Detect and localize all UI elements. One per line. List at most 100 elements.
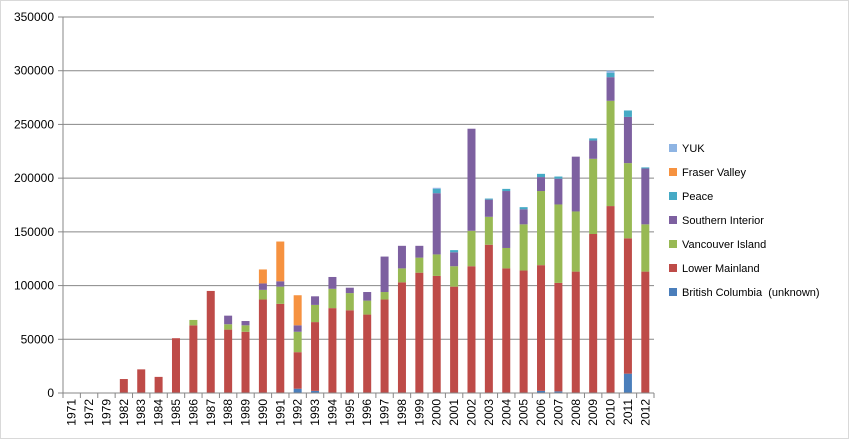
bar-segment — [189, 319, 198, 326]
bar-segment — [554, 178, 563, 205]
legend-label: Peace — [682, 191, 713, 203]
bar-segment — [415, 257, 424, 273]
y-tick-label: 0 — [47, 386, 54, 400]
bar-segment — [502, 268, 511, 393]
bar-segment — [484, 198, 493, 200]
x-tick-label: 2006 — [534, 399, 548, 426]
bar-segment — [623, 163, 632, 239]
bar-segment — [397, 268, 406, 283]
bar-segment — [589, 138, 598, 141]
x-tick-label: 2004 — [499, 399, 513, 426]
bar-segment — [415, 272, 424, 393]
y-tick-label: 350000 — [14, 10, 54, 24]
legend-swatch — [669, 168, 677, 176]
legend-label: Vancouver Island — [682, 239, 766, 251]
bar-segment — [450, 286, 459, 393]
legend-item: British Columbia (unknown) — [669, 287, 820, 299]
y-tick-label: 50000 — [21, 332, 55, 346]
y-axis-ticks: 0 50000 100000 150000 200000 250000 300000 3500… — [14, 10, 63, 400]
x-tick-label: 1997 — [378, 399, 392, 426]
bar-segment — [450, 266, 459, 287]
bar-segment — [432, 193, 441, 255]
x-tick-label: 1972 — [82, 399, 96, 426]
bar-segment — [641, 224, 650, 272]
bar-segment — [345, 293, 354, 311]
x-tick-label: 1989 — [239, 399, 253, 426]
legend-label: YUK — [682, 143, 705, 155]
x-tick-label: 2007 — [551, 399, 565, 426]
x-tick-label: 1984 — [152, 399, 166, 426]
bar-segment — [623, 238, 632, 374]
bar-segment — [293, 352, 302, 389]
bar-segment — [293, 325, 302, 332]
bar-segment — [623, 116, 632, 164]
bar-segment — [571, 271, 580, 393]
axes — [62, 17, 654, 394]
legend-label: Fraser Valley — [682, 167, 746, 179]
bar-segment — [311, 322, 320, 391]
x-tick-label: 1991 — [273, 399, 287, 426]
bar-segment — [258, 283, 267, 290]
bar-segment — [311, 390, 320, 393]
bar-segment — [606, 70, 615, 73]
bar-segment — [241, 325, 250, 332]
x-tick-label: 1985 — [169, 399, 183, 426]
bar-segment — [224, 315, 233, 325]
bar-segment — [432, 187, 441, 189]
bar-segment — [537, 191, 546, 266]
bar-segment — [328, 276, 337, 289]
x-tick-label: 1971 — [65, 399, 79, 426]
bar-segment — [363, 314, 372, 393]
bar-segment — [641, 167, 650, 169]
bar-segment — [415, 245, 424, 258]
x-tick-label: 2001 — [447, 399, 461, 426]
bar-segment — [554, 391, 563, 393]
bar-segment — [258, 269, 267, 284]
x-tick-label: 2011 — [621, 399, 635, 425]
bar-segment — [519, 207, 528, 210]
x-tick-label: 1993 — [308, 399, 322, 426]
bar-segment — [467, 266, 476, 393]
bar-segment — [432, 254, 441, 276]
bar-segment — [641, 168, 650, 225]
legend-item: Fraser Valley — [669, 167, 746, 179]
legend-swatch — [669, 264, 677, 272]
x-tick-label: 1988 — [221, 399, 235, 426]
bar-segment — [537, 173, 546, 178]
bar-segment — [519, 224, 528, 271]
x-tick-label: 1994 — [325, 399, 339, 426]
bar-segment — [589, 140, 598, 159]
bar-segment — [380, 292, 389, 300]
bar-segment — [380, 256, 389, 293]
x-tick-label: 1979 — [99, 399, 113, 426]
x-tick-label: 2009 — [586, 399, 600, 426]
bar-segment — [171, 338, 180, 393]
legend-swatch — [669, 240, 677, 248]
legend-label: Lower Mainland — [682, 263, 760, 275]
bar-segment — [345, 287, 354, 294]
bar-segment — [484, 244, 493, 393]
bar-segment — [537, 265, 546, 391]
y-tick-label: 200000 — [14, 171, 54, 185]
bar-segment — [276, 281, 285, 287]
legend-swatch — [669, 192, 677, 200]
bar-segment — [467, 230, 476, 267]
x-tick-label: 1999 — [412, 399, 426, 426]
bar-segment — [554, 176, 563, 179]
bar-segment — [432, 188, 441, 194]
legend: YUK Fraser Valley Peace Southern Interior Va… — [669, 143, 820, 299]
bars — [119, 70, 650, 393]
bar-segment — [311, 304, 320, 323]
x-tick-label: 2002 — [464, 399, 478, 426]
legend-item: YUK — [669, 143, 705, 155]
bar-segment — [258, 299, 267, 393]
x-tick-label: 2010 — [604, 399, 618, 426]
x-tick-label: 2005 — [517, 399, 531, 426]
bar-segment — [276, 303, 285, 393]
bar-segment — [363, 300, 372, 315]
legend-label: British Columbia (unknown) — [682, 287, 820, 299]
x-tick-label: 1987 — [204, 399, 218, 426]
bar-segment — [519, 270, 528, 393]
bar-segment — [276, 241, 285, 282]
